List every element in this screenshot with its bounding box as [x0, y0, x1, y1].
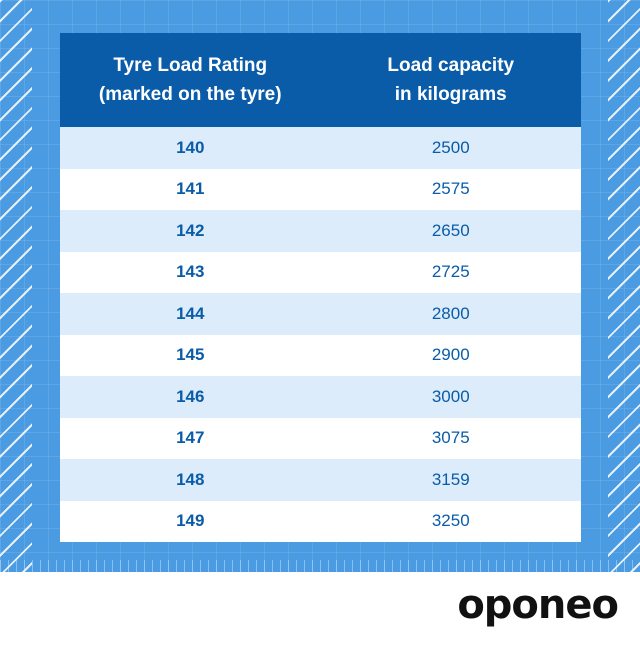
table-header-row: Tyre Load Rating (marked on the tyre) Lo… [60, 33, 581, 127]
capacity-cell: 2725 [320, 251, 581, 293]
table-row: 148 3159 [60, 459, 581, 501]
capacity-cell: 3159 [320, 459, 581, 501]
capacity-cell: 2575 [320, 168, 581, 210]
ruler-decoration [0, 560, 640, 572]
capacity-cell: 3250 [320, 500, 581, 542]
rating-cell: 143 [60, 251, 321, 293]
rating-cell: 146 [60, 376, 321, 418]
rating-cell: 149 [60, 500, 321, 542]
load-rating-table-card: Tyre Load Rating (marked on the tyre) Lo… [60, 33, 581, 542]
rating-cell: 144 [60, 293, 321, 335]
rating-cell: 141 [60, 168, 321, 210]
rating-cell: 142 [60, 210, 321, 252]
capacity-cell: 3075 [320, 417, 581, 459]
table-row: 141 2575 [60, 168, 581, 210]
capacity-header-line2: in kilograms [394, 84, 507, 105]
rating-cell: 145 [60, 334, 321, 376]
right-hatch-decoration [608, 0, 640, 572]
capacity-cell: 2900 [320, 334, 581, 376]
capacity-cell: 2500 [320, 127, 581, 169]
table-row: 140 2500 [60, 127, 581, 169]
column-header-rating: Tyre Load Rating (marked on the tyre) [60, 33, 321, 127]
table-row: 149 3250 [60, 500, 581, 542]
rating-cell: 140 [60, 127, 321, 169]
column-header-capacity: Load capacity in kilograms [320, 33, 581, 127]
rating-cell: 148 [60, 459, 321, 501]
rating-header-line2: (marked on the tyre) [98, 84, 282, 105]
capacity-cell: 3000 [320, 376, 581, 418]
table-row: 145 2900 [60, 334, 581, 376]
table-row: 143 2725 [60, 251, 581, 293]
capacity-header-line1: Load capacity [387, 55, 515, 76]
capacity-cell: 2650 [320, 210, 581, 252]
table-row: 146 3000 [60, 376, 581, 418]
rating-cell: 147 [60, 417, 321, 459]
table-row: 144 2800 [60, 293, 581, 335]
load-rating-table: Tyre Load Rating (marked on the tyre) Lo… [60, 33, 581, 542]
table-row: 142 2650 [60, 210, 581, 252]
table-row: 147 3075 [60, 417, 581, 459]
oponeo-logo: oponeo [457, 582, 619, 628]
left-hatch-decoration [0, 0, 32, 572]
rating-header-line1: Tyre Load Rating [113, 55, 268, 76]
capacity-cell: 2800 [320, 293, 581, 335]
